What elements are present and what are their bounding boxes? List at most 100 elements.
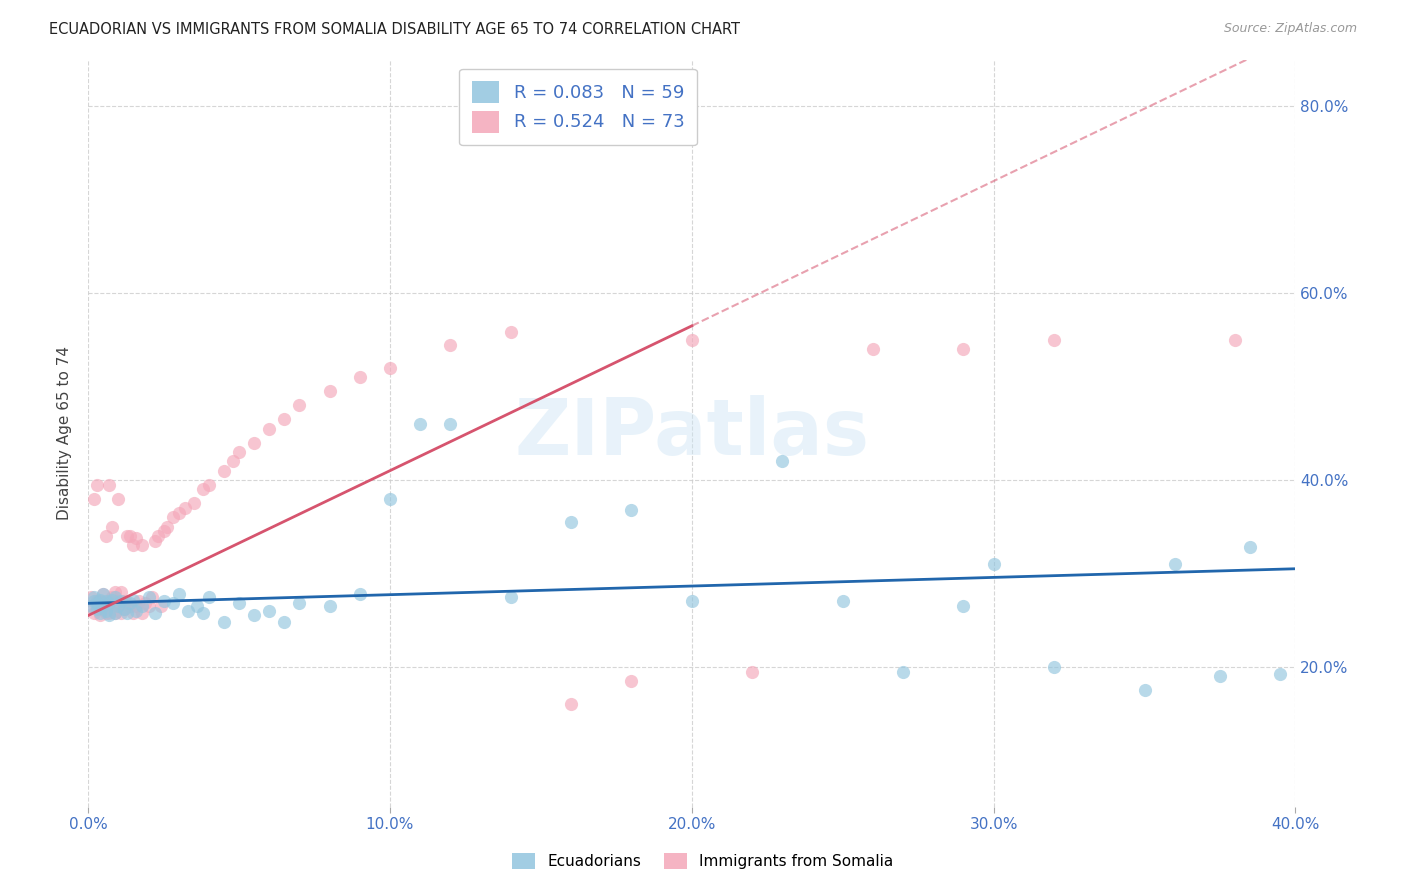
Point xyxy=(101,592,124,607)
Text: ECUADORIAN VS IMMIGRANTS FROM SOMALIA DISABILITY AGE 65 TO 74 CORRELATION CHART: ECUADORIAN VS IMMIGRANTS FROM SOMALIA DI… xyxy=(49,22,740,37)
Point xyxy=(104,606,127,620)
Point xyxy=(110,606,132,620)
Point xyxy=(101,519,124,533)
Point xyxy=(149,599,172,614)
Point xyxy=(80,599,103,614)
Point xyxy=(146,529,169,543)
Point xyxy=(104,606,127,620)
Point xyxy=(228,596,250,610)
Point xyxy=(98,608,121,623)
Point xyxy=(439,417,461,431)
Point xyxy=(1270,667,1292,681)
Point xyxy=(1239,541,1261,555)
Point xyxy=(107,594,129,608)
Point xyxy=(222,454,245,468)
Point xyxy=(110,585,132,599)
Point xyxy=(96,529,118,543)
Point xyxy=(1209,669,1232,683)
Point xyxy=(288,398,311,412)
Point xyxy=(349,370,371,384)
Y-axis label: Disability Age 65 to 74: Disability Age 65 to 74 xyxy=(58,346,72,520)
Point xyxy=(212,464,235,478)
Legend: Ecuadorians, Immigrants from Somalia: Ecuadorians, Immigrants from Somalia xyxy=(506,847,900,875)
Point xyxy=(156,519,179,533)
Point xyxy=(952,599,974,614)
Point xyxy=(198,590,221,604)
Point xyxy=(117,606,139,620)
Point xyxy=(80,599,103,614)
Point xyxy=(89,606,111,620)
Point xyxy=(620,673,643,688)
Point xyxy=(318,599,340,614)
Point xyxy=(86,596,108,610)
Point xyxy=(120,596,142,610)
Point xyxy=(122,592,145,607)
Point xyxy=(243,435,266,450)
Point xyxy=(128,594,150,608)
Point xyxy=(162,510,184,524)
Point xyxy=(257,604,280,618)
Point xyxy=(198,477,221,491)
Point xyxy=(191,606,214,620)
Point xyxy=(125,604,148,618)
Point xyxy=(167,506,190,520)
Point xyxy=(162,596,184,610)
Point xyxy=(91,599,114,614)
Point xyxy=(173,501,195,516)
Point xyxy=(177,604,200,618)
Point xyxy=(212,615,235,629)
Point xyxy=(104,585,127,599)
Point xyxy=(107,599,129,614)
Point xyxy=(1133,683,1156,698)
Point xyxy=(86,477,108,491)
Point xyxy=(98,594,121,608)
Point xyxy=(681,333,703,347)
Point xyxy=(91,587,114,601)
Point xyxy=(120,529,142,543)
Point xyxy=(409,417,432,431)
Point xyxy=(952,342,974,356)
Point xyxy=(288,596,311,610)
Point xyxy=(80,590,103,604)
Point xyxy=(560,515,582,529)
Point xyxy=(89,594,111,608)
Point xyxy=(138,590,160,604)
Point xyxy=(228,445,250,459)
Point xyxy=(131,538,153,552)
Point xyxy=(138,599,160,614)
Point xyxy=(318,384,340,399)
Point xyxy=(96,599,118,614)
Point xyxy=(1164,557,1187,571)
Point xyxy=(152,524,174,539)
Point xyxy=(83,606,105,620)
Point xyxy=(98,477,121,491)
Point xyxy=(1043,660,1066,674)
Point xyxy=(89,592,111,607)
Point xyxy=(186,599,208,614)
Point xyxy=(1223,333,1246,347)
Point xyxy=(112,594,135,608)
Point xyxy=(167,587,190,601)
Point xyxy=(131,599,153,614)
Point xyxy=(83,590,105,604)
Point xyxy=(96,594,118,608)
Point xyxy=(131,606,153,620)
Point xyxy=(349,587,371,601)
Point xyxy=(560,697,582,711)
Text: ZIPatlas: ZIPatlas xyxy=(515,395,869,471)
Text: Source: ZipAtlas.com: Source: ZipAtlas.com xyxy=(1223,22,1357,36)
Point xyxy=(125,531,148,545)
Point xyxy=(191,483,214,497)
Point xyxy=(741,665,763,679)
Point xyxy=(89,608,111,623)
Legend: R = 0.083   N = 59, R = 0.524   N = 73: R = 0.083 N = 59, R = 0.524 N = 73 xyxy=(460,69,697,145)
Point xyxy=(98,606,121,620)
Point xyxy=(439,337,461,351)
Point xyxy=(104,590,127,604)
Point xyxy=(86,594,108,608)
Point xyxy=(378,491,401,506)
Point xyxy=(143,533,166,548)
Point xyxy=(101,590,124,604)
Point xyxy=(831,594,853,608)
Point xyxy=(122,606,145,620)
